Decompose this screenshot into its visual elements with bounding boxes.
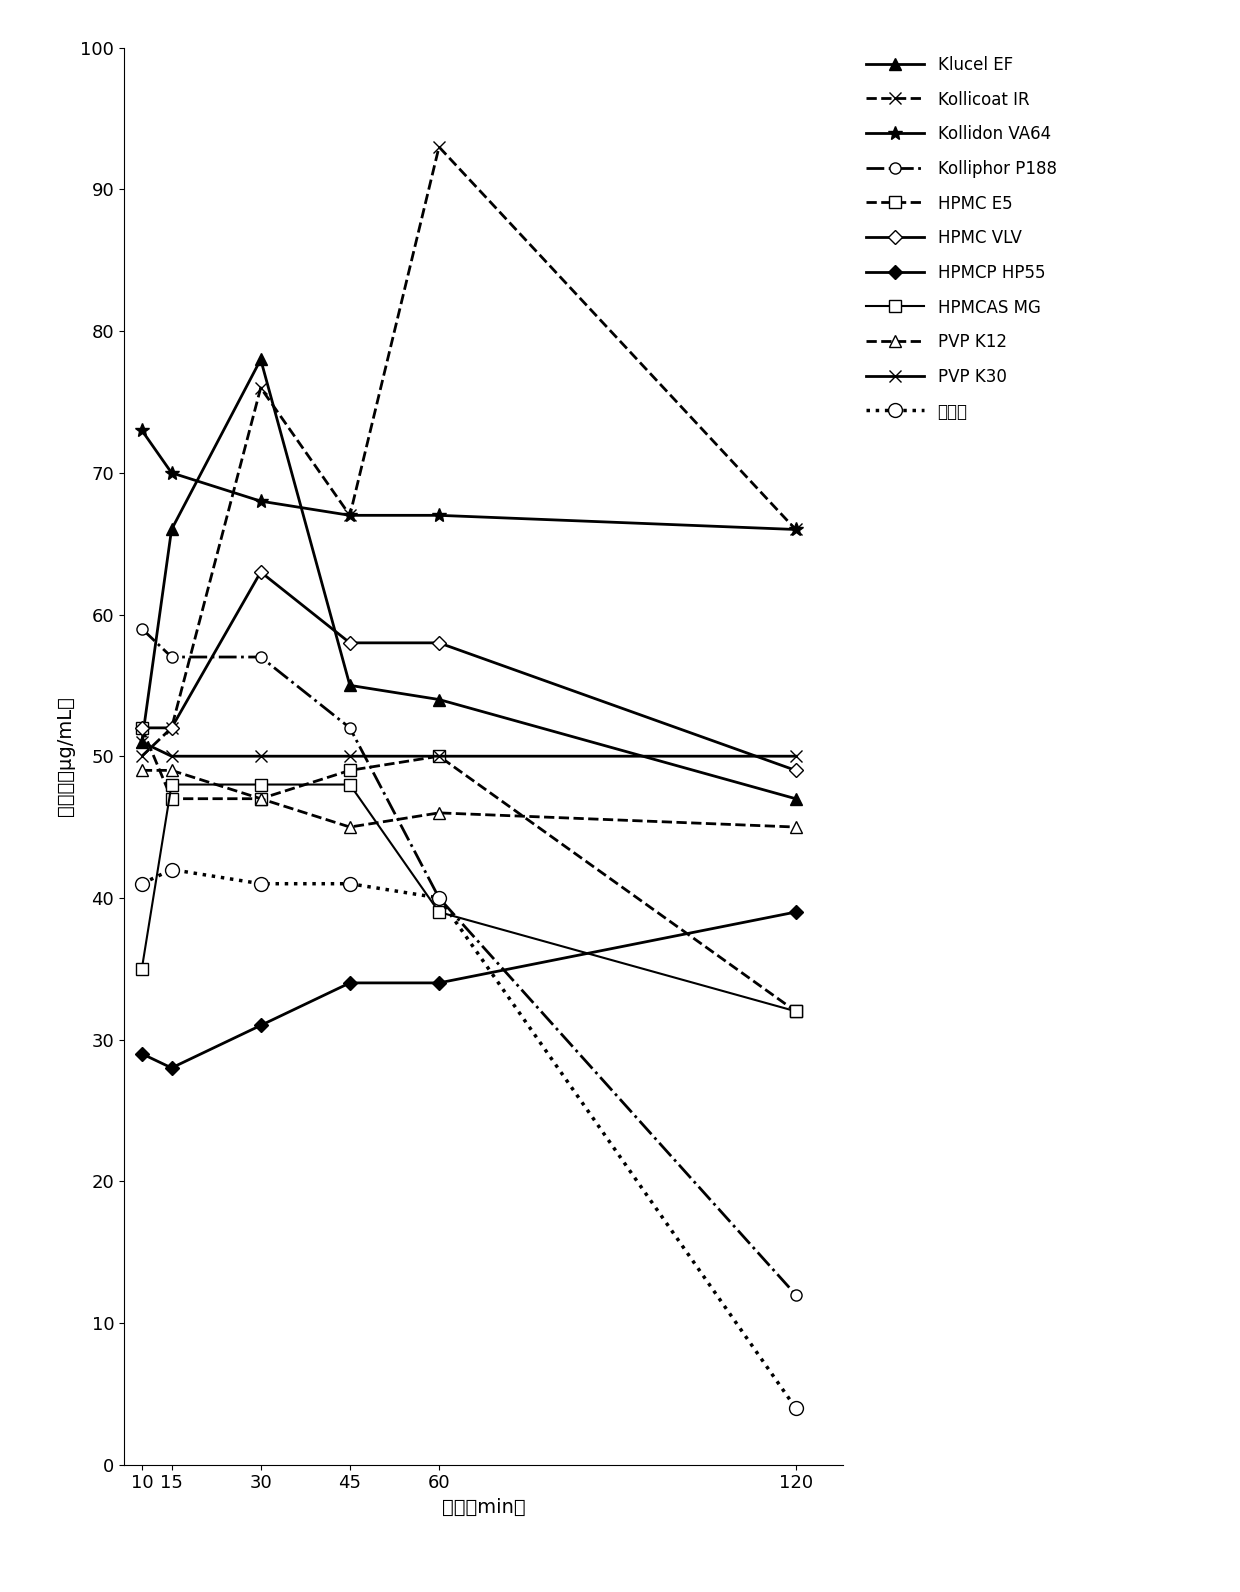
HPMC E5 xyxy=(342,761,357,780)
PVP K30 xyxy=(789,747,804,766)
PVP K12 xyxy=(789,818,804,837)
PVP K30 xyxy=(342,747,357,766)
HPMC E5 xyxy=(432,747,446,766)
HPMCAS MG xyxy=(342,775,357,794)
PVP K12 xyxy=(432,804,446,823)
HPMC VLV xyxy=(342,634,357,653)
Kolliphor P188 xyxy=(134,619,149,638)
Klucel EF xyxy=(253,350,268,369)
HPMCP HP55 xyxy=(342,973,357,992)
HPMCP HP55 xyxy=(789,903,804,922)
Klucel EF xyxy=(789,790,804,809)
Line: 对照组: 对照组 xyxy=(135,863,802,1415)
Kollicoat IR xyxy=(253,379,268,398)
Legend: Klucel EF, Kollicoat IR, Kollidon VA64, Kolliphor P188, HPMC E5, HPMC VLV, HPMCP: Klucel EF, Kollicoat IR, Kollidon VA64, … xyxy=(866,56,1056,420)
Klucel EF xyxy=(432,689,446,708)
HPMCP HP55 xyxy=(134,1044,149,1063)
Kollidon VA64 xyxy=(253,492,268,511)
Line: Kollidon VA64: Kollidon VA64 xyxy=(135,423,802,537)
PVP K12 xyxy=(342,818,357,837)
Kollidon VA64 xyxy=(164,463,179,482)
Line: Klucel EF: Klucel EF xyxy=(136,353,801,804)
X-axis label: 时间（min）: 时间（min） xyxy=(441,1498,526,1517)
HPMC E5 xyxy=(134,718,149,737)
HPMC VLV xyxy=(789,761,804,780)
Kolliphor P188 xyxy=(253,648,268,667)
HPMC E5 xyxy=(789,1001,804,1020)
Kollidon VA64 xyxy=(432,506,446,525)
Kolliphor P188 xyxy=(789,1285,804,1304)
HPMCP HP55 xyxy=(164,1059,179,1078)
HPMCAS MG xyxy=(164,775,179,794)
Kolliphor P188 xyxy=(342,718,357,737)
HPMCAS MG xyxy=(789,1001,804,1020)
Line: HPMCAS MG: HPMCAS MG xyxy=(136,778,801,1017)
PVP K12 xyxy=(134,761,149,780)
Klucel EF xyxy=(134,732,149,751)
Line: HPMC E5: HPMC E5 xyxy=(136,723,801,1017)
Line: PVP K12: PVP K12 xyxy=(136,764,801,833)
Kollidon VA64 xyxy=(134,420,149,439)
HPMCP HP55 xyxy=(253,1016,268,1035)
PVP K30 xyxy=(134,732,149,751)
Kollicoat IR xyxy=(432,137,446,156)
PVP K12 xyxy=(253,790,268,809)
Kollicoat IR xyxy=(342,506,357,525)
Kolliphor P188 xyxy=(432,888,446,907)
Line: HPMC VLV: HPMC VLV xyxy=(136,567,801,775)
PVP K30 xyxy=(432,747,446,766)
HPMCAS MG xyxy=(134,958,149,977)
对照组 xyxy=(789,1398,804,1417)
HPMC VLV xyxy=(164,718,179,737)
对照组 xyxy=(164,860,179,879)
Line: Kolliphor P188: Kolliphor P188 xyxy=(136,622,801,1301)
PVP K30 xyxy=(164,747,179,766)
Line: HPMCP HP55: HPMCP HP55 xyxy=(136,907,801,1073)
PVP K30 xyxy=(253,747,268,766)
对照组 xyxy=(342,874,357,893)
Kollidon VA64 xyxy=(789,521,804,540)
Klucel EF xyxy=(342,675,357,694)
HPMC VLV xyxy=(134,718,149,737)
Kollidon VA64 xyxy=(342,506,357,525)
HPMC VLV xyxy=(432,634,446,653)
Line: PVP K30: PVP K30 xyxy=(135,736,802,763)
HPMCP HP55 xyxy=(432,973,446,992)
对照组 xyxy=(432,888,446,907)
HPMC VLV xyxy=(253,562,268,581)
HPMCAS MG xyxy=(432,903,446,922)
PVP K12 xyxy=(164,761,179,780)
Kollicoat IR xyxy=(134,747,149,766)
HPMCAS MG xyxy=(253,775,268,794)
Kollicoat IR xyxy=(164,718,179,737)
Klucel EF xyxy=(164,521,179,540)
HPMC E5 xyxy=(253,790,268,809)
HPMC E5 xyxy=(164,790,179,809)
Y-axis label: 溶解度（μg/mL）: 溶解度（μg/mL） xyxy=(56,696,74,817)
Kollicoat IR xyxy=(789,521,804,540)
对照组 xyxy=(253,874,268,893)
Kolliphor P188 xyxy=(164,648,179,667)
对照组 xyxy=(134,874,149,893)
Line: Kollicoat IR: Kollicoat IR xyxy=(135,140,802,763)
